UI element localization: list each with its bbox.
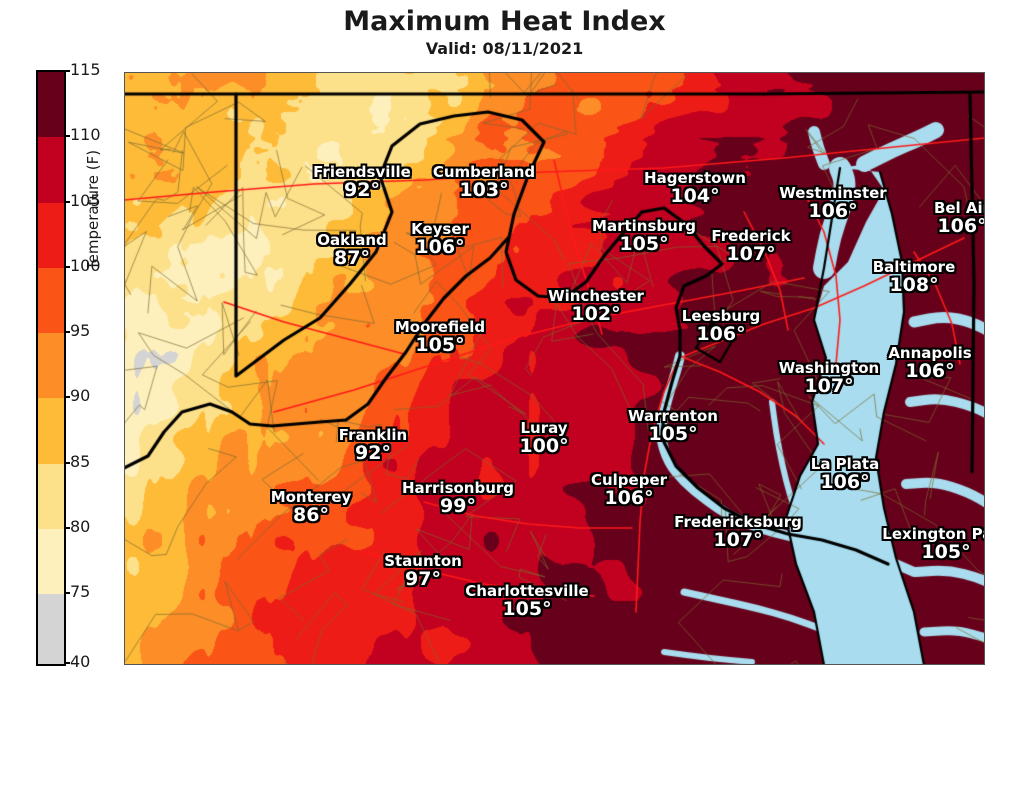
colorbar-tick-label: 40	[70, 652, 91, 671]
colorbar-tick-mark	[64, 135, 70, 138]
colorbar-band	[38, 333, 64, 399]
colorbar-tick-label: 80	[70, 516, 91, 536]
colorbar-tick-mark	[64, 200, 70, 203]
colorbar-tick-label: 115	[70, 60, 101, 79]
colorbar-tick-label: 90	[70, 386, 91, 406]
colorbar-tick-mark	[64, 331, 70, 333]
valid-date-subtitle: Valid: 08/11/2021	[425, 39, 584, 58]
colorbar-tick-mark	[64, 662, 70, 664]
colorbar-tick-label: 110	[70, 125, 101, 145]
colorbar-tick-mark	[64, 592, 70, 594]
colorbar-tick-mark	[64, 526, 70, 529]
colorbar-tick-label: 75	[70, 582, 91, 601]
colorbar-tick-label: 95	[70, 321, 91, 340]
colorbar-tick-mark	[64, 70, 70, 72]
page-title: Maximum Heat Index	[343, 6, 666, 37]
colorbar-axis-label: Temperature (F)	[84, 149, 102, 270]
temperature-colorbar	[36, 70, 66, 666]
colorbar-tick-mark	[64, 461, 70, 464]
colorbar-band	[38, 137, 64, 203]
colorbar-tick-label: 100	[70, 255, 101, 275]
title-block: Maximum Heat Index Valid: 08/11/2021	[0, 6, 1009, 59]
colorbar-band	[38, 72, 64, 138]
colorbar-tick-label: 105	[70, 190, 101, 210]
colorbar-tick-mark	[64, 396, 70, 399]
colorbar-band	[38, 398, 64, 464]
heat-index-map[interactable]: Friendsville 92° Cumberland 103° Hagerstown 1…	[124, 72, 985, 665]
colorbar-band	[38, 594, 64, 664]
colorbar-band	[38, 528, 64, 594]
colorbar-tick-label: 85	[70, 451, 91, 471]
colorbar-band	[38, 267, 64, 333]
colorbar-band	[38, 463, 64, 529]
heat-index-raster	[124, 72, 985, 665]
footer: NOAA NATIONAL OCEANIC AND ATMOSPHERIC U.…	[0, 672, 1009, 790]
colorbar-tick-labels: 115 110 105 100 95 90 85 80 75 40	[64, 56, 110, 681]
colorbar-tick-mark	[64, 265, 70, 268]
colorbar-band	[38, 202, 64, 268]
